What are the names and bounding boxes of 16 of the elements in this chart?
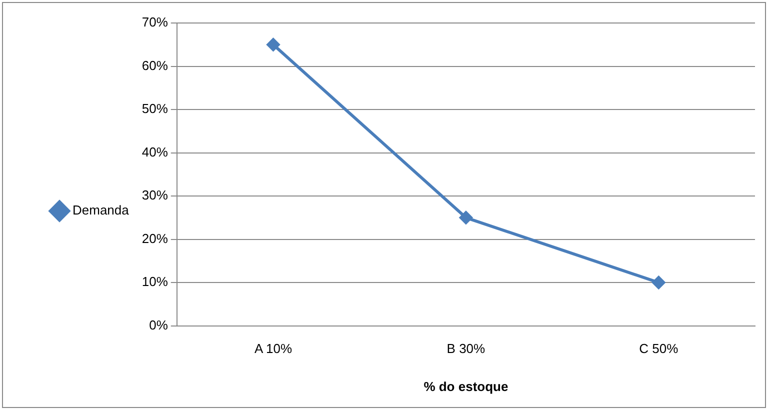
- x-tick-label: B 30%: [446, 341, 486, 356]
- x-tick-label: A 10%: [254, 341, 292, 356]
- y-tick-label: 0%: [149, 317, 168, 332]
- legend-label: Demanda: [72, 202, 130, 218]
- y-tick-label: 60%: [142, 58, 168, 73]
- point: [266, 38, 280, 52]
- y-tick-label: 30%: [142, 188, 168, 203]
- point: [459, 211, 472, 224]
- y-tick-label: 40%: [142, 144, 168, 160]
- x-axis-title: % do estoque: [424, 378, 508, 394]
- x-tick-label: C 50%: [639, 341, 679, 356]
- y-tick-label: 20%: [142, 230, 168, 246]
- y-tick-label: 10%: [142, 274, 168, 290]
- point: [652, 276, 666, 290]
- y-tick-label: 70%: [142, 14, 168, 30]
- y-tick-label: 50%: [142, 101, 168, 116]
